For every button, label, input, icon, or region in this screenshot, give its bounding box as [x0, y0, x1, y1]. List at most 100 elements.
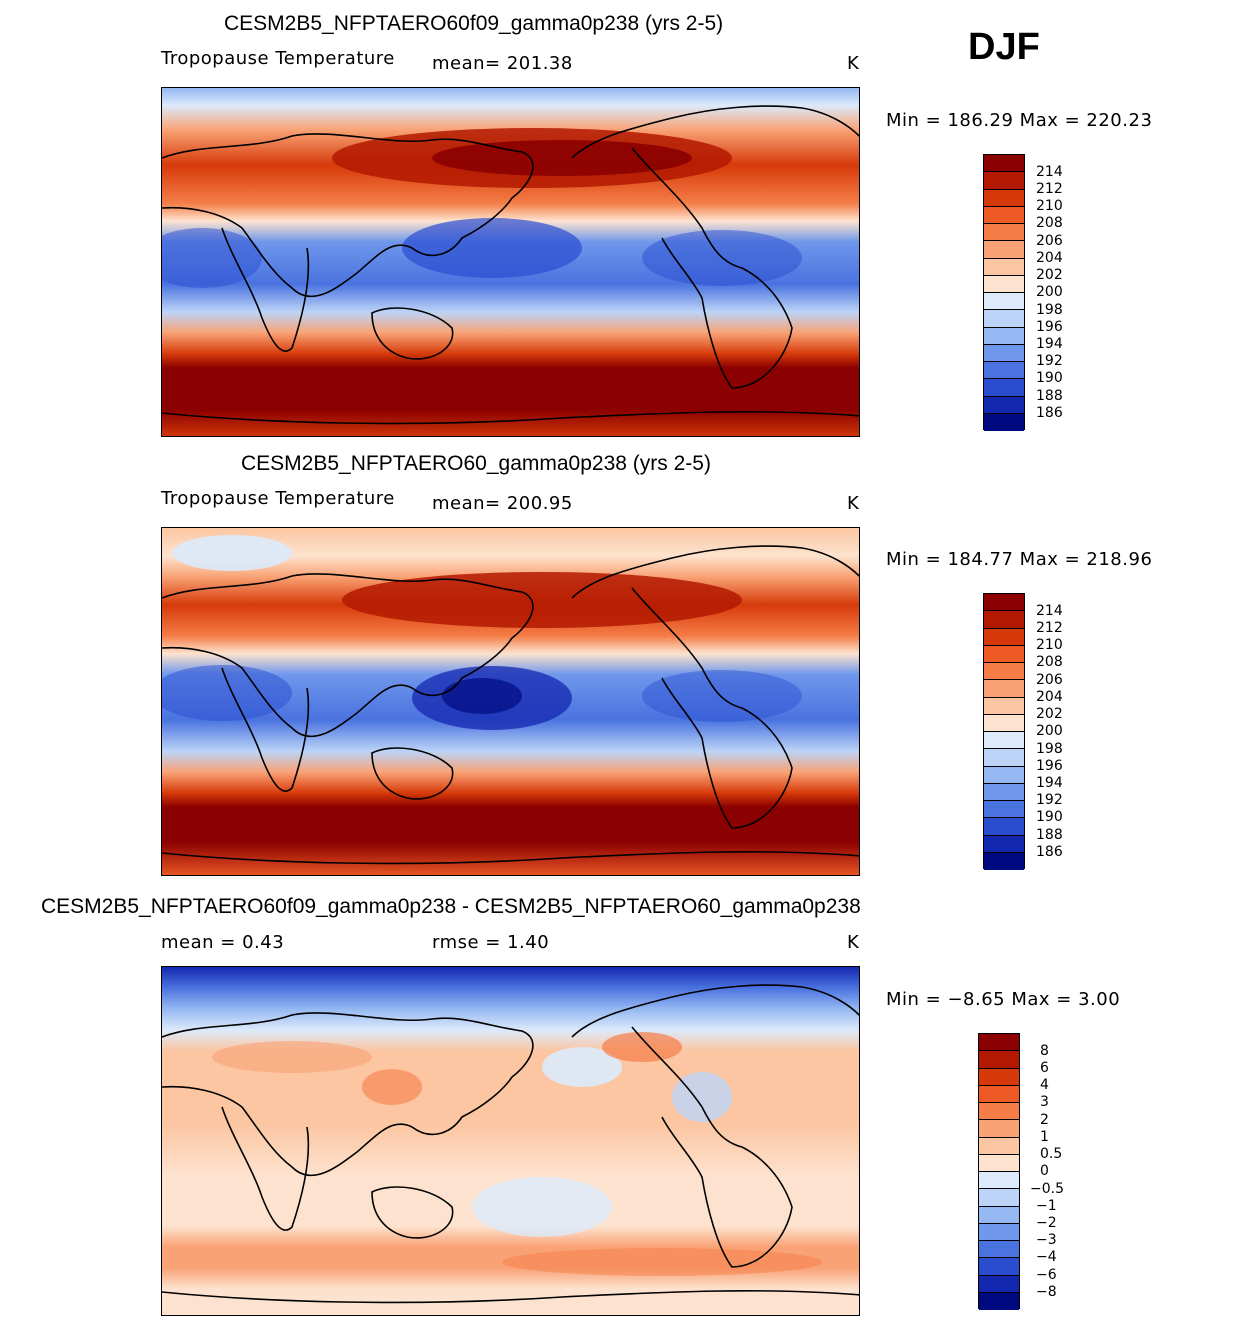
panel2-colorbar-bin	[984, 749, 1024, 767]
panel2-colorbar-tick: 188	[1036, 827, 1063, 843]
panel2-variable: Tropopause Temperature	[161, 488, 395, 509]
panel3-colorbar-bin	[979, 1137, 1019, 1155]
season-label: DJF	[968, 26, 1040, 68]
panel1-colorbar-bin	[984, 310, 1024, 328]
panel3-colorbar-tick: 6	[1040, 1060, 1049, 1076]
panel2-colorbar-tick: 198	[1036, 741, 1063, 757]
panel2-colorbar-tick: 200	[1036, 723, 1063, 739]
panel3-colorbar	[978, 1033, 1020, 1310]
panel2-map	[161, 527, 860, 876]
panel3-colorbar-tick: −4	[1036, 1249, 1057, 1265]
panel2-colorbar-bin	[984, 801, 1024, 819]
panel2-colorbar-tick: 194	[1036, 775, 1063, 791]
panel2-colorbar-tick: 210	[1036, 637, 1063, 653]
panel2-colorbar-tick: 212	[1036, 620, 1063, 636]
panel1-colorbar-bin	[984, 293, 1024, 311]
panel1-colorbar-bin	[984, 172, 1024, 190]
panel2-colorbar-bin	[984, 628, 1024, 646]
panel1-colorbar-tick: 212	[1036, 181, 1063, 197]
panel3-map-field	[162, 967, 859, 1315]
panel2-colorbar-bin	[984, 714, 1024, 732]
panel1-colorbar-bin	[984, 379, 1024, 397]
panel2-colorbar-bin	[984, 697, 1024, 715]
panel3-colorbar-bin	[979, 1051, 1019, 1069]
panel1-colorbar-bin	[984, 189, 1024, 207]
panel1-colorbar-tick: 188	[1036, 388, 1063, 404]
panel1-colorbar-tick: 208	[1036, 215, 1063, 231]
panel3-colorbar-tick: −2	[1036, 1215, 1057, 1231]
panel1-colorbar-tick: 192	[1036, 353, 1063, 369]
panel3-colorbar-tick: −0.5	[1030, 1181, 1064, 1197]
panel3-colorbar-bin	[979, 1172, 1019, 1190]
panel2-colorbar-tick: 206	[1036, 672, 1063, 688]
panel1-colorbar-tick: 206	[1036, 233, 1063, 249]
panel1-colorbar-tick: 214	[1036, 164, 1063, 180]
panel2-colorbar-bin	[984, 732, 1024, 750]
panel3-colorbar-bin	[979, 1103, 1019, 1121]
panel3-colorbar-bin	[979, 1120, 1019, 1138]
panel1-colorbar-bin	[984, 362, 1024, 380]
panel2-colorbar-bin	[984, 818, 1024, 836]
panel1-colorbar-tick: 200	[1036, 284, 1063, 300]
panel3-colorbar-tick: 1	[1040, 1129, 1049, 1145]
panel1-colorbar-bin	[984, 224, 1024, 242]
panel1-colorbar-tick: 204	[1036, 250, 1063, 266]
panel3-colorbar-tick: −6	[1036, 1267, 1057, 1283]
panel3-range: Min = −8.65 Max = 3.00	[886, 989, 1121, 1010]
panel1-colorbar-bin	[984, 275, 1024, 293]
panel2-colorbar-tick: 214	[1036, 603, 1063, 619]
panel3-rmse: rmse = 1.40	[432, 932, 550, 953]
panel2-title: CESM2B5_NFPTAERO60_gamma0p238 (yrs 2-5)	[241, 452, 711, 475]
panel3-colorbar-tick: −8	[1036, 1284, 1057, 1300]
panel3-colorbar-bin	[979, 1154, 1019, 1172]
panel3-colorbar-bin	[979, 1189, 1019, 1207]
panel3-colorbar-bin	[979, 1241, 1019, 1259]
panel3-colorbar-tick: −1	[1036, 1198, 1057, 1214]
panel2-colorbar-bin	[984, 594, 1024, 612]
panel1-map-field	[162, 88, 859, 436]
panel2-colorbar-tick: 208	[1036, 654, 1063, 670]
panel3-colorbar-bin	[979, 1068, 1019, 1086]
panel2-colorbar-tick: 192	[1036, 792, 1063, 808]
panel3-colorbar-bin	[979, 1292, 1019, 1310]
panel1-colorbar-bin	[984, 344, 1024, 362]
panel2-colorbar-tick: 186	[1036, 844, 1063, 860]
panel3-colorbar-bin	[979, 1085, 1019, 1103]
panel1-colorbar-tick: 190	[1036, 370, 1063, 386]
panel3-colorbar-bin	[979, 1223, 1019, 1241]
panel2-colorbar-bin	[984, 645, 1024, 663]
panel1-colorbar-bin	[984, 206, 1024, 224]
panel2-colorbar-bin	[984, 852, 1024, 870]
panel1-title: CESM2B5_NFPTAERO60f09_gamma0p238 (yrs 2-…	[224, 12, 724, 35]
panel2-colorbar	[983, 593, 1025, 870]
panel1-colorbar-bin	[984, 155, 1024, 173]
panel1-colorbar-tick: 194	[1036, 336, 1063, 352]
panel3-map	[161, 966, 860, 1316]
panel3-mean: mean = 0.43	[161, 932, 285, 953]
panel2-colorbar-tick: 190	[1036, 809, 1063, 825]
panel1-colorbar-bin	[984, 241, 1024, 259]
panel3-colorbar-tick: 0	[1040, 1163, 1049, 1179]
panel3-colorbar-tick: 2	[1040, 1112, 1049, 1128]
panel3-colorbar-tick: 4	[1040, 1077, 1049, 1093]
panel1-units: K	[847, 53, 860, 74]
panel3-colorbar-bin	[979, 1034, 1019, 1052]
panel1-colorbar-tick: 198	[1036, 302, 1063, 318]
panel3-colorbar-tick: 0.5	[1040, 1146, 1063, 1162]
panel3-colorbar-bin	[979, 1258, 1019, 1276]
panel3-colorbar-tick: 8	[1040, 1043, 1049, 1059]
panel3-colorbar-bin	[979, 1206, 1019, 1224]
panel1-range: Min = 186.29 Max = 220.23	[886, 110, 1153, 131]
panel1-colorbar-tick: 196	[1036, 319, 1063, 335]
panel2-units: K	[847, 493, 860, 514]
panel2-colorbar-tick: 202	[1036, 706, 1063, 722]
panel2-colorbar-bin	[984, 663, 1024, 681]
panel2-colorbar-tick: 204	[1036, 689, 1063, 705]
panel1-colorbar	[983, 154, 1025, 431]
panel1-colorbar-bin	[984, 327, 1024, 345]
panel2-range: Min = 184.77 Max = 218.96	[886, 549, 1153, 570]
panel2-colorbar-bin	[984, 680, 1024, 698]
panel2-colorbar-bin	[984, 835, 1024, 853]
panel3-colorbar-tick: −3	[1036, 1232, 1057, 1248]
panel1-colorbar-bin	[984, 258, 1024, 276]
